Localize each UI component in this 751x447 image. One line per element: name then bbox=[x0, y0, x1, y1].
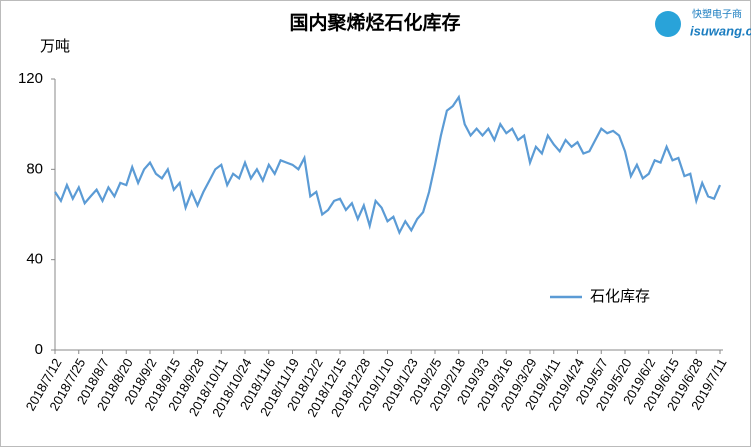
y-tick-label: 40 bbox=[26, 251, 43, 268]
legend-label: 石化库存 bbox=[590, 288, 650, 305]
line-series bbox=[54, 94, 722, 236]
logo-cn: 快塑电子商 bbox=[692, 8, 742, 21]
chart-title: 国内聚烯烃石化库存 bbox=[289, 11, 460, 34]
logo-en: isuwang.co bbox=[690, 23, 751, 38]
y-tick-label: 0 bbox=[35, 341, 43, 358]
y-unit: 万吨 bbox=[40, 38, 70, 55]
logo-icon bbox=[655, 11, 681, 37]
y-tick-label: 120 bbox=[18, 70, 43, 87]
y-tick-label: 80 bbox=[26, 160, 43, 177]
